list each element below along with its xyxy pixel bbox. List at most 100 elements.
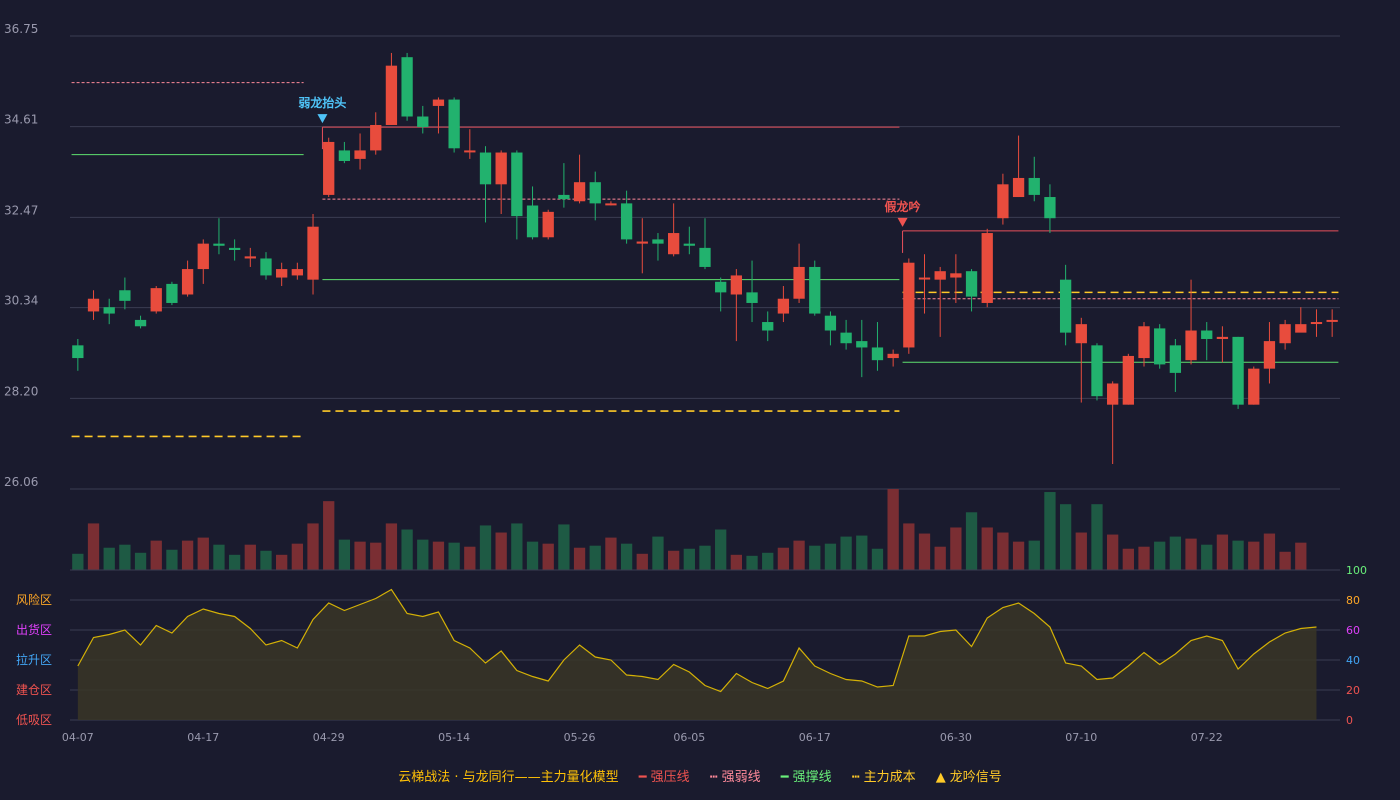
volume-bar — [918, 533, 931, 570]
legend-item-strength[interactable]: ┅ 强弱线 — [710, 766, 761, 785]
volume-bar — [1279, 551, 1291, 570]
x-tick-label: 04-07 — [62, 731, 94, 744]
volume-bars — [72, 489, 1307, 570]
volume-bar — [213, 544, 225, 570]
candle-body — [354, 150, 366, 159]
volume-bar — [134, 552, 147, 570]
candle-body — [260, 258, 272, 276]
legend-label: 龙吟信号 — [949, 770, 1002, 785]
candle-body — [620, 203, 633, 240]
volume-bar — [370, 542, 382, 570]
grid — [70, 35, 1340, 571]
candle-body — [1169, 345, 1182, 373]
candle-body — [1326, 319, 1338, 322]
candle-body — [72, 345, 84, 359]
volume-bar — [385, 523, 398, 570]
candle-body — [291, 269, 303, 276]
volume-bar — [1185, 538, 1197, 570]
volume-bar — [244, 544, 256, 570]
candle-body — [965, 271, 978, 297]
signal-arrow-icon — [897, 217, 908, 227]
candle-body — [228, 247, 241, 250]
volume-bar — [903, 523, 915, 570]
volume-bar — [934, 546, 946, 570]
candle-body — [824, 315, 837, 331]
osc-area — [77, 589, 1317, 720]
volume-bar — [981, 527, 993, 570]
volume-bar — [1154, 541, 1166, 570]
candle-body — [307, 226, 319, 280]
volume-bar — [119, 544, 131, 570]
candle-body — [636, 241, 648, 244]
candle-body — [526, 205, 539, 238]
solid-line-icon: ━ — [638, 770, 647, 785]
x-axis-ticks: 04-07 04-17 04-29 05-14 05-26 06-05 06-17 06-30… — [62, 731, 1223, 744]
volume-bar — [573, 547, 586, 570]
osc-tick-label: 100 — [1346, 564, 1367, 577]
volume-bar — [699, 545, 711, 570]
legend-label: 强弱线 — [721, 770, 761, 785]
legend-item-cost[interactable]: ┅ 主力成本 — [852, 766, 916, 785]
legend-item-signal[interactable]: ▲ 龙吟信号 — [936, 766, 1002, 785]
candle-body — [181, 269, 194, 295]
osc-tick-label: 40 — [1346, 654, 1360, 667]
volume-bar — [291, 543, 303, 570]
volume-bar — [1091, 504, 1103, 570]
volume-bar — [87, 523, 100, 570]
volume-bar — [1122, 548, 1134, 570]
volume-bar — [777, 547, 790, 570]
volume-bar — [793, 540, 805, 570]
candle-body — [1248, 368, 1260, 405]
candle-body — [119, 290, 131, 301]
candle-body — [1216, 336, 1229, 339]
candle-body — [1028, 177, 1040, 195]
candle-body — [323, 141, 335, 195]
volume-bar — [746, 555, 758, 570]
volume-bar — [526, 541, 539, 570]
candle-body — [401, 57, 413, 117]
osc-tick-label: 0 — [1346, 714, 1353, 727]
candle-body — [762, 322, 774, 331]
volume-bar — [307, 523, 319, 570]
volume-bar — [181, 540, 194, 570]
volume-bar — [1248, 541, 1260, 570]
osc-tick-label: 60 — [1346, 624, 1360, 637]
candle-body — [652, 239, 664, 244]
candle-body — [950, 273, 962, 278]
candle-body — [997, 184, 1009, 219]
candle-body — [1201, 330, 1213, 339]
legend-item-resistance[interactable]: ━ 强压线 — [639, 766, 690, 785]
volume-bar — [652, 536, 664, 570]
volume-bar — [1075, 532, 1087, 570]
candle-body — [1091, 345, 1103, 397]
candle-body — [103, 307, 115, 314]
volume-bar — [558, 524, 570, 570]
volume-bar — [683, 548, 695, 570]
legend-item-support[interactable]: ━ 强撑线 — [781, 766, 832, 785]
candle-body — [887, 353, 899, 359]
candle-body — [903, 262, 915, 348]
legend-label: 强压线 — [650, 770, 690, 785]
volume-bar — [150, 540, 162, 570]
candle-body — [134, 319, 147, 327]
volume-bar — [479, 525, 492, 570]
osc-zone-label: 拉升区 — [16, 652, 52, 667]
volume-bar — [730, 554, 743, 570]
volume-bar — [1201, 544, 1213, 570]
volume-bar — [809, 545, 821, 570]
volume-bar — [103, 547, 115, 570]
candle-body — [605, 203, 617, 206]
candle-body — [511, 152, 523, 217]
price-tick-label: 32.47 — [4, 203, 38, 217]
candle-body — [1138, 326, 1150, 359]
candle-body — [840, 332, 852, 344]
volume-bar — [276, 554, 288, 570]
price-tick-label: 28.20 — [4, 384, 38, 398]
volume-bar — [448, 542, 460, 570]
volume-bar — [667, 550, 680, 570]
volume-bar — [1263, 533, 1276, 570]
y-axis-ticks: 36.75 34.61 32.47 30.34 28.20 26.06 — [4, 22, 38, 489]
price-tick-label: 26.06 — [4, 475, 38, 489]
